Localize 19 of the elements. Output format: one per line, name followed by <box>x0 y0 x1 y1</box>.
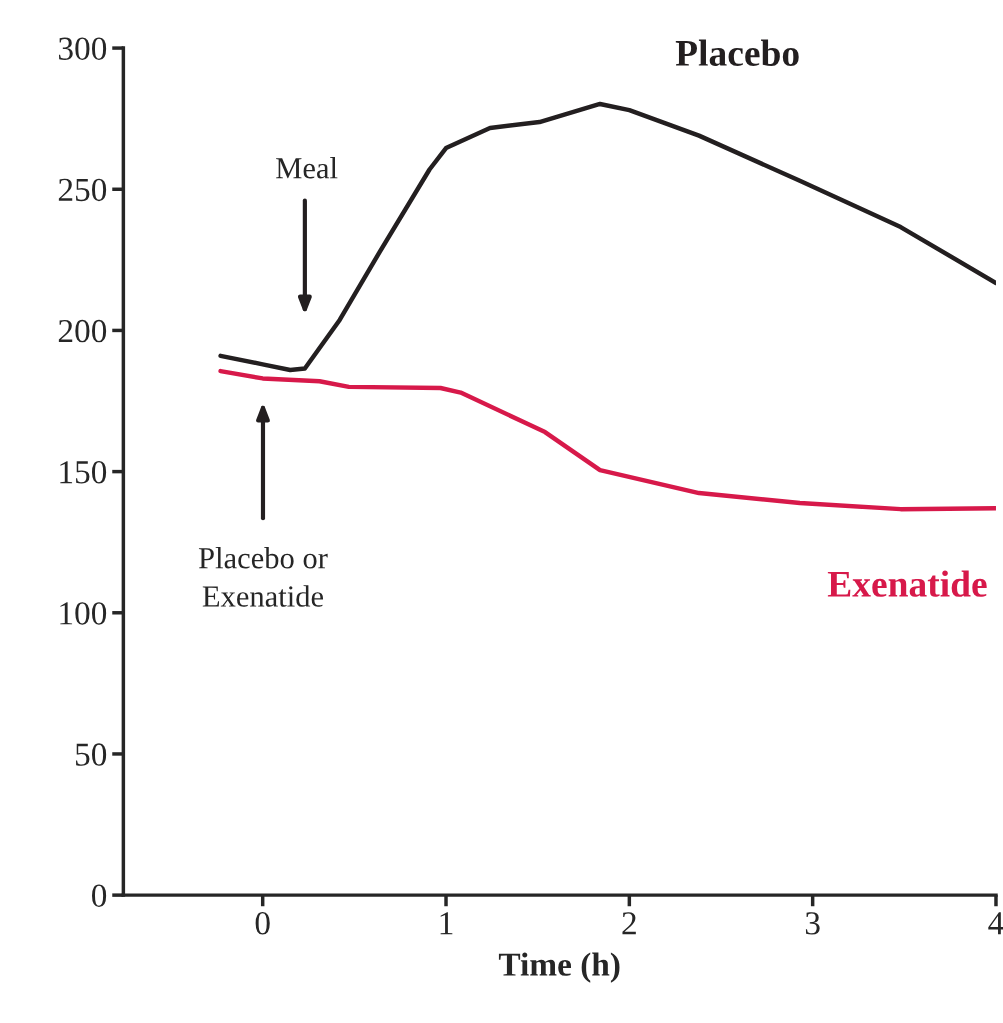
x-axis-title: Time (h) <box>498 952 620 983</box>
y-tick-label: 150 <box>60 461 107 484</box>
y-tick-label: 200 <box>58 319 107 343</box>
line-series <box>218 101 996 373</box>
y-tick-label: 250 <box>58 178 107 202</box>
x-tick-label: 1 <box>440 912 453 935</box>
y-tick-label: 300 <box>58 37 107 60</box>
x-tick-label: 3 <box>805 912 820 935</box>
series-label: Exenatide <box>827 570 987 597</box>
series-label: Placebo <box>675 39 799 66</box>
annotation: Meal <box>276 157 338 179</box>
y-tick-label: 50 <box>76 743 107 766</box>
x-tick-label: 4 <box>988 912 1003 935</box>
x-tick-label: 0 <box>255 912 270 935</box>
y-tick-label: 0 <box>92 884 107 908</box>
y-tick-label: 100 <box>60 602 107 625</box>
annotation: Placebo or Exenatide <box>198 547 328 607</box>
line-series <box>218 368 996 512</box>
x-tick-label: 2 <box>622 912 636 935</box>
